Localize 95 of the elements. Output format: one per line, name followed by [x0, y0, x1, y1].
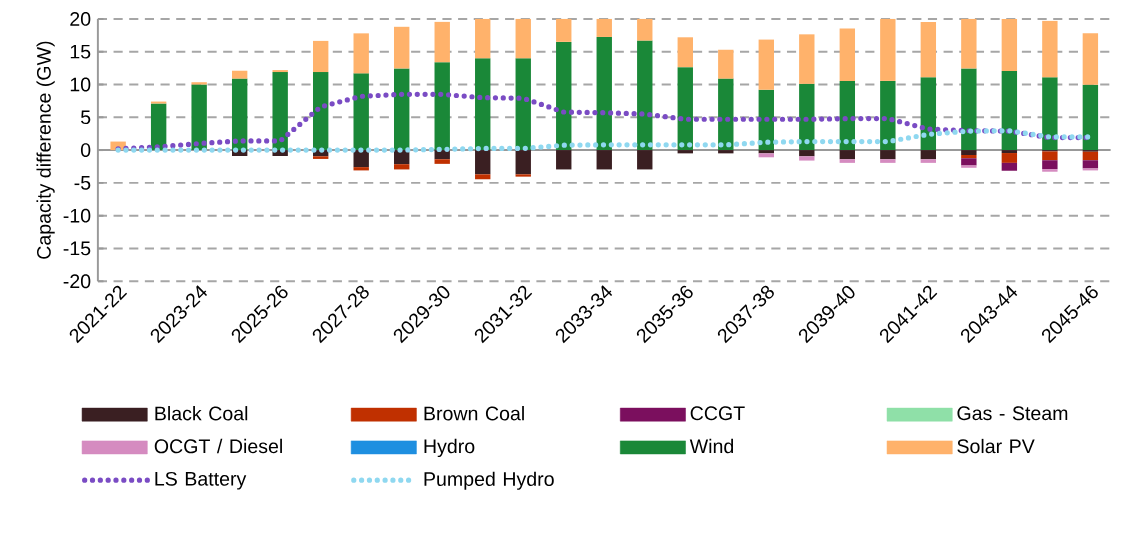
y-tick-label: 20 — [70, 11, 91, 26]
legend-label: Solar PV — [957, 438, 1035, 454]
y-tick-label: -10 — [63, 208, 91, 223]
bar — [394, 68, 410, 150]
bar — [515, 58, 531, 150]
bar — [515, 149, 531, 175]
bar — [880, 159, 896, 163]
bar — [1001, 70, 1018, 150]
bar — [515, 174, 531, 177]
bar — [718, 149, 734, 154]
y-axis-title: Capacity difference (GW) — [36, 41, 55, 259]
bar — [556, 149, 572, 170]
legend-label: Wind — [689, 438, 734, 454]
legend-label: OCGT / Diesel — [154, 438, 282, 454]
bar — [839, 28, 856, 81]
bar — [596, 18, 612, 37]
bar — [353, 33, 369, 74]
bar — [961, 154, 977, 159]
legend-label: CCGT — [690, 406, 745, 421]
bar — [1001, 152, 1018, 163]
bar — [839, 159, 856, 163]
bar — [515, 18, 531, 59]
bar — [1082, 84, 1099, 150]
bar — [880, 80, 896, 150]
bar — [434, 21, 450, 63]
bar — [556, 18, 572, 42]
bar — [596, 149, 612, 170]
y-tick-label: 5 — [80, 110, 91, 124]
bar — [1042, 151, 1058, 161]
bar — [799, 83, 815, 150]
bar — [961, 165, 977, 168]
bar — [677, 37, 693, 67]
bar — [758, 153, 774, 158]
bar — [920, 159, 937, 163]
bar — [637, 18, 653, 41]
bar — [475, 174, 491, 180]
legend-label: Hydro — [424, 438, 475, 457]
bar — [231, 70, 248, 79]
bar — [961, 68, 977, 150]
bar — [799, 156, 815, 161]
bar — [353, 166, 369, 171]
bar — [394, 26, 410, 69]
bar — [475, 149, 491, 175]
legend-label: Black Coal — [155, 405, 248, 421]
bar — [677, 66, 693, 150]
bar — [880, 149, 896, 160]
bar — [596, 36, 612, 150]
bar — [556, 41, 572, 150]
bar — [475, 18, 491, 59]
bar — [637, 149, 653, 170]
legend-label: Brown Coal — [424, 405, 524, 421]
bar — [312, 71, 329, 150]
y-tick-label: 10 — [70, 77, 91, 92]
bar — [799, 34, 815, 84]
bar — [961, 18, 977, 69]
bar — [1082, 33, 1099, 85]
bar — [312, 156, 329, 159]
bar — [1001, 149, 1018, 153]
bar — [880, 18, 896, 81]
bar — [1001, 18, 1018, 71]
y-tick-label: -5 — [74, 175, 91, 190]
bar — [434, 62, 450, 150]
bar — [394, 164, 410, 170]
legend-label: LS Battery — [155, 471, 247, 490]
bar — [1042, 168, 1058, 172]
bar — [434, 159, 450, 164]
bar — [191, 82, 207, 85]
legend-label: Pumped Hydro — [424, 471, 554, 490]
y-tick-label: 15 — [70, 44, 91, 59]
y-tick-label: -15 — [63, 241, 91, 256]
bar — [799, 149, 815, 157]
bar — [1042, 77, 1058, 150]
bar — [718, 49, 734, 79]
bar — [961, 149, 977, 155]
bar — [475, 58, 491, 150]
bar — [1042, 160, 1058, 169]
bar — [312, 40, 329, 72]
y-tick-label: 0 — [80, 142, 91, 157]
bar — [231, 78, 248, 150]
bar — [353, 149, 369, 167]
bar — [191, 84, 207, 150]
bar — [272, 71, 288, 150]
bar — [353, 73, 369, 150]
bar — [1082, 160, 1099, 169]
bar — [920, 77, 937, 150]
bar — [637, 40, 653, 150]
bar — [758, 39, 774, 90]
bar — [1082, 151, 1099, 161]
bar — [961, 158, 977, 166]
bar — [1042, 20, 1058, 78]
bar — [920, 149, 937, 160]
legend-label: Gas - Steam — [957, 406, 1068, 421]
bar — [920, 21, 937, 78]
bar — [1001, 162, 1018, 171]
bar — [839, 149, 856, 160]
